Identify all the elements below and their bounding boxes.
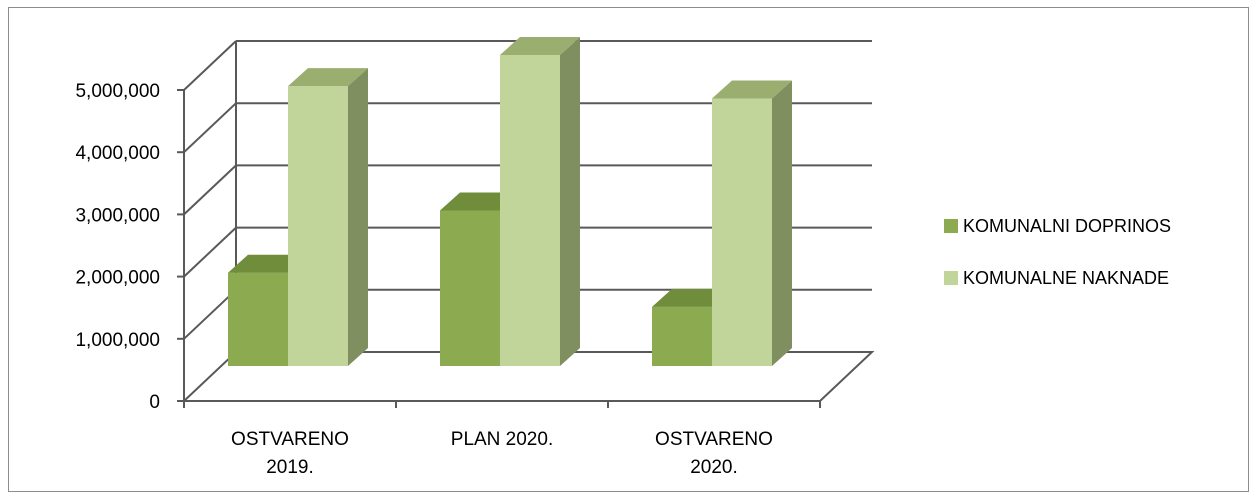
- bar-komunalne-naknade: [500, 37, 580, 366]
- legend-swatch: [944, 271, 958, 285]
- legend-swatch: [944, 219, 958, 233]
- y-tick-labels: 0 1,000,000 2,000,000 3,000,000 4,000,000 5,0…: [75, 81, 160, 413]
- gridline-side: [183, 164, 237, 216]
- x-tick-label: OSTVARENO: [655, 429, 773, 450]
- y-tick-label: 4,000,000: [75, 143, 160, 164]
- x-tick-labels: OSTVARENO 2019. PLAN 2020. OSTVARENO 2020.: [231, 429, 773, 478]
- x-tick-label: OSTVARENO: [231, 429, 349, 450]
- gridline-side: [183, 102, 237, 153]
- y-tick-label: 0: [149, 392, 160, 413]
- y-tick-label: 2,000,000: [75, 268, 160, 289]
- legend: KOMUNALNI DOPRINOS KOMUNALNE NAKNADE: [944, 216, 1171, 288]
- x-tick-label: PLAN 2020.: [451, 429, 553, 450]
- bar-komunalne-naknade: [288, 68, 368, 366]
- bar-komunalne-naknade: [712, 80, 792, 366]
- gridline-side: [183, 40, 237, 91]
- chart-frame: [8, 7, 1249, 492]
- y-tick-label: 3,000,000: [75, 205, 160, 226]
- gridline-side: [183, 289, 237, 340]
- x-tick-label: 2019.: [266, 457, 314, 478]
- bars: [228, 37, 792, 366]
- gridline-side: [183, 226, 237, 278]
- x-tick-label: 2020.: [690, 457, 738, 478]
- y-tick-label: 5,000,000: [75, 81, 160, 102]
- y-tick-label: 1,000,000: [75, 330, 160, 351]
- legend-label: KOMUNALNE NAKNADE: [963, 268, 1169, 288]
- legend-label: KOMUNALNI DOPRINOS: [963, 216, 1171, 236]
